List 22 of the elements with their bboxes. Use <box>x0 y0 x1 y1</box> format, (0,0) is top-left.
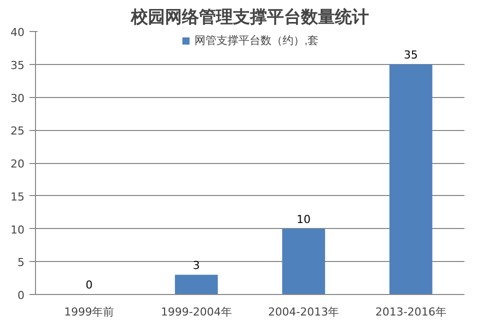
legend-label: 网管支撑平台数（约）,套 <box>194 34 319 48</box>
data-label: 3 <box>192 258 200 272</box>
y-tick-label: 35 <box>10 58 25 72</box>
y-tick-label: 25 <box>10 124 25 138</box>
y-tick-label: 15 <box>10 190 25 204</box>
y-tick-label: 5 <box>18 256 24 270</box>
y-tick-label: 30 <box>10 92 25 105</box>
bar <box>174 274 218 294</box>
data-label: 35 <box>404 48 418 62</box>
y-tick-label: 40 <box>10 26 25 39</box>
data-label: 10 <box>296 212 311 226</box>
y-tick-label: 0 <box>18 289 24 302</box>
x-tick-label: 1999年前 <box>64 306 114 318</box>
y-tick-label: 10 <box>10 223 25 236</box>
x-tick-label: 1999-2004年 <box>160 306 232 318</box>
x-tick-label: 2004-2013年 <box>268 306 340 318</box>
bar <box>282 228 326 294</box>
data-label: 0 <box>86 278 93 292</box>
x-tick-label: 2013-2016年 <box>375 306 446 318</box>
y-tick-label: 20 <box>10 158 25 170</box>
bar <box>389 64 432 294</box>
chart-title: 校园网络管理支撑平台数量统计 <box>130 8 369 26</box>
